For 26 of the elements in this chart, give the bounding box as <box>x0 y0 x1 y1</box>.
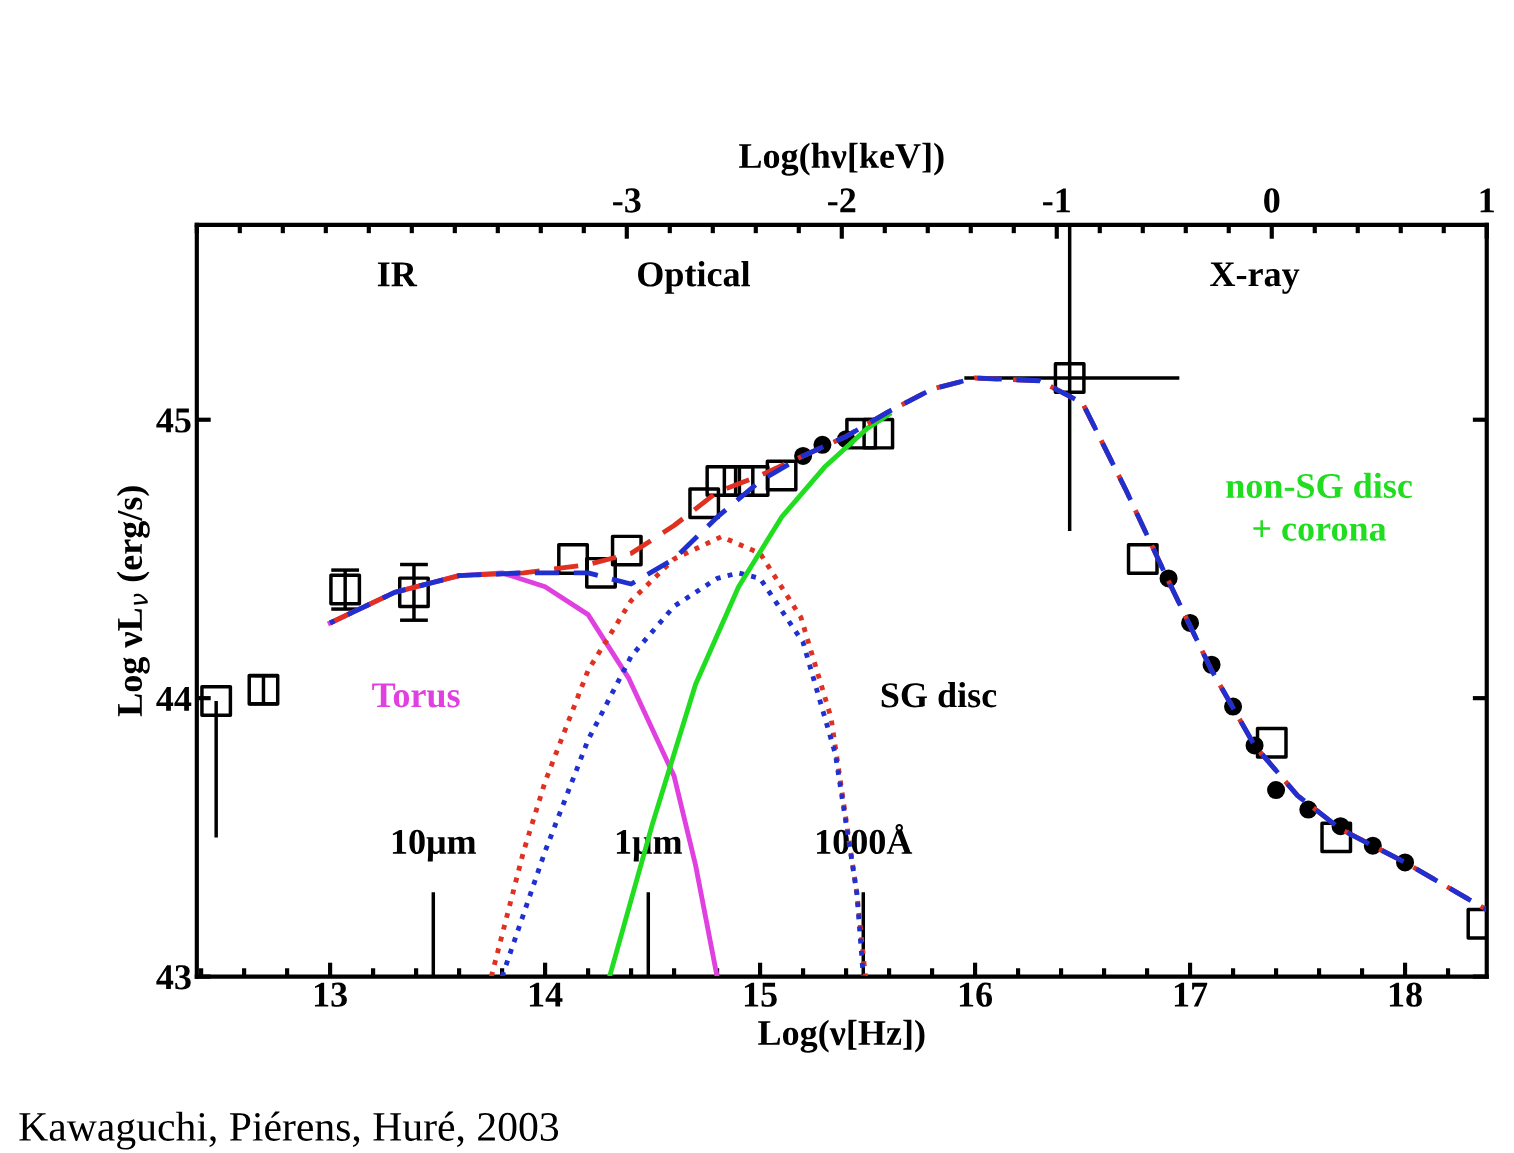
x-tick-label: 15 <box>744 982 777 1007</box>
x2-tick-label: 0 <box>1264 188 1280 213</box>
x2-tick-label: -2 <box>828 188 856 213</box>
annotation: IR <box>377 262 418 287</box>
x2-tick-label: -1 <box>1043 188 1070 213</box>
y-tick-label: 44 <box>156 686 192 711</box>
annotation: X-ray <box>1210 262 1300 294</box>
ref-line-label: 1000Å <box>817 823 913 855</box>
annotation: Optical <box>638 261 750 294</box>
x2-tick-label: -3 <box>613 188 641 213</box>
x-tick-label: 16 <box>959 982 993 1007</box>
x-tick-label: 17 <box>1174 982 1208 1007</box>
ref-line-label: 10μm <box>392 829 477 862</box>
text: Kawaguchi, Piérens, Huré, 2003 <box>19 1111 559 1150</box>
text: non-SG disc + corona <box>1226 472 1412 541</box>
y-axis-title: Log νL$_{ν}$ (erg/s) <box>116 486 150 717</box>
y-tick-label: 45 <box>156 408 191 433</box>
annotation: SG disc <box>881 682 997 708</box>
x-tick-label: 18 <box>1389 982 1422 1007</box>
x-tick-label: 13 <box>314 982 347 1007</box>
x-tick-label: 14 <box>529 982 563 1007</box>
x-axis-title: Log(ν[Hz]) <box>758 1019 925 1053</box>
x2-tick-label: 1 <box>1480 188 1494 213</box>
text: Torus <box>372 683 460 708</box>
x2-axis-title: Log(hν[keV]) <box>739 142 944 176</box>
y-tick-label: 43 <box>156 965 191 990</box>
